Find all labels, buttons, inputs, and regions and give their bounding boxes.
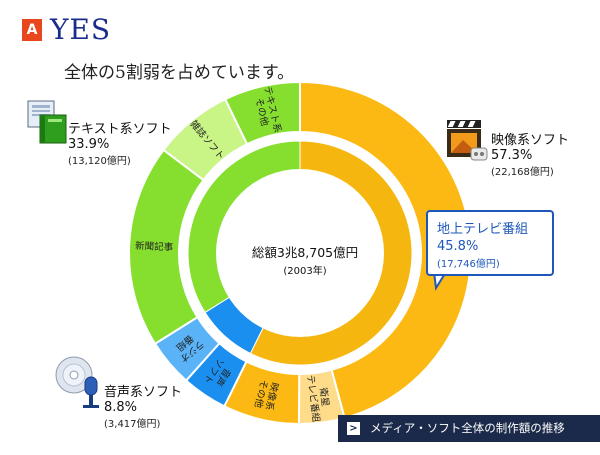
trend-link-label: メディア・ソフト全体の制作額の推移: [370, 421, 565, 435]
center-total: 総額3兆8,705億円: [251, 245, 359, 260]
outer-slice-8: [223, 80, 301, 146]
answer-text: YES: [50, 13, 112, 46]
text-software-pct: 33.9%: [68, 137, 110, 152]
audio-software-name: 音声系ソフト: [104, 385, 183, 400]
cd-microphone-icon: [55, 356, 99, 408]
donut-hole: [216, 169, 384, 337]
label-audio-software: 音声系ソフト 8.8% (3,417億円): [104, 381, 182, 430]
video-software-name: 映像系ソフト: [491, 133, 570, 148]
book-document-icon: [27, 100, 67, 144]
text-software-amount: (13,120億円): [68, 156, 131, 167]
callout-pct: 45.8%: [437, 239, 479, 254]
label-text-software: テキスト系ソフト 33.9% (13,120億円): [68, 118, 172, 167]
outer-label-6: 新聞記事: [135, 240, 174, 254]
outer-label-text: 衛星: [317, 387, 331, 407]
trend-link-button[interactable]: > メディア・ソフト全体の制作額の推移: [338, 415, 600, 442]
text-software-name: テキスト系ソフト: [68, 122, 172, 137]
video-software-amount: (22,168億円): [491, 167, 554, 178]
chevron-right-icon: >: [347, 422, 360, 435]
callout-terrestrial-tv: 地上テレビ番組 45.8% (17,746億円): [426, 210, 554, 276]
outer-slice-1: [299, 80, 472, 420]
audio-software-pct: 8.8%: [104, 400, 138, 415]
video-software-pct: 57.3%: [491, 148, 533, 163]
label-video-software: 映像系ソフト 57.3% (22,168億円): [491, 129, 569, 178]
outer-label-text: 新聞記事: [135, 240, 174, 254]
callout-name: 地上テレビ番組: [437, 222, 529, 237]
center-year: (2003年): [283, 266, 327, 277]
page-subtitle: 全体の5割弱を占めています。: [64, 63, 295, 83]
callout-amount: (17,746億円): [437, 259, 500, 270]
film-clapper-icon: [447, 120, 488, 161]
answer-badge: A: [22, 19, 42, 41]
audio-software-amount: (3,417億円): [104, 419, 161, 430]
